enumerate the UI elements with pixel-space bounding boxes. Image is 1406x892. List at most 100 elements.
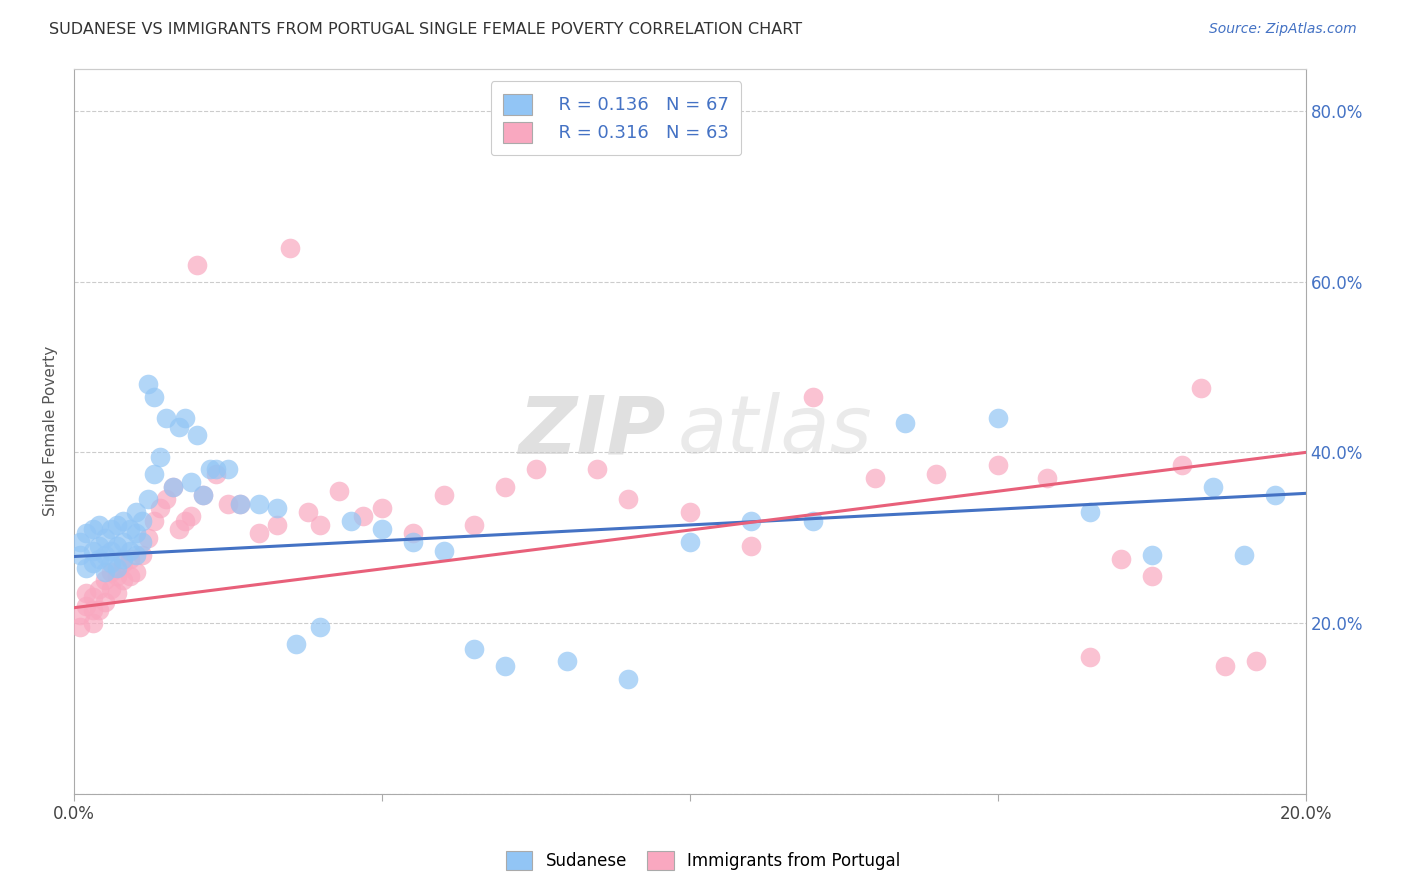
Point [309,620,332,634]
Point [801,390,824,404]
Point [82,591,104,605]
Point [94,531,117,545]
Legend:   R = 0.136   N = 67,   R = 0.316   N = 63: R = 0.136 N = 67, R = 0.316 N = 63 [491,81,741,155]
Point [1264,488,1286,502]
Point [75,526,97,541]
Point [69,548,91,562]
Point [186,428,208,442]
Point [801,514,824,528]
Point [69,535,91,549]
Point [112,557,135,571]
Point [1109,552,1132,566]
Point [217,497,239,511]
Point [217,462,239,476]
Point [247,526,270,541]
Text: SUDANESE VS IMMIGRANTS FROM PORTUGAL SINGLE FEMALE POVERTY CORRELATION CHART: SUDANESE VS IMMIGRANTS FROM PORTUGAL SIN… [49,22,803,37]
Point [925,467,948,481]
Point [162,479,184,493]
Point [229,497,252,511]
Point [371,522,394,536]
Point [432,488,454,502]
Point [863,471,886,485]
Point [124,548,146,562]
Point [94,565,117,579]
Point [1140,569,1163,583]
Point [82,615,104,630]
Point [118,522,141,536]
Point [204,462,226,476]
Point [149,450,172,464]
Point [82,522,104,536]
Point [100,557,122,571]
Point [617,672,640,686]
Point [136,531,159,545]
Point [1036,471,1059,485]
Point [679,535,702,549]
Point [266,500,288,515]
Point [987,411,1010,425]
Point [193,488,215,502]
Point [193,488,215,502]
Point [1189,381,1212,395]
Point [100,582,122,596]
Point [353,509,375,524]
Point [69,620,91,634]
Point [75,599,97,613]
Point [143,390,166,404]
Point [432,543,454,558]
Point [204,467,226,481]
Point [740,514,762,528]
Point [328,483,350,498]
Point [1233,548,1256,562]
Point [162,479,184,493]
Text: Source: ZipAtlas.com: Source: ZipAtlas.com [1209,22,1357,37]
Point [1202,479,1225,493]
Point [100,543,122,558]
Point [463,517,485,532]
Point [75,560,97,574]
Point [94,574,117,588]
Point [1171,458,1194,473]
Point [266,517,288,532]
Point [1246,655,1268,669]
Point [149,500,172,515]
Point [297,505,319,519]
Point [87,582,110,596]
Point [112,574,135,588]
Point [371,500,394,515]
Point [105,586,128,600]
Point [167,522,190,536]
Point [174,514,197,528]
Point [167,420,190,434]
Point [309,517,332,532]
Point [136,492,159,507]
Point [143,514,166,528]
Point [105,517,128,532]
Point [340,514,363,528]
Point [740,539,762,553]
Text: ZIP: ZIP [517,392,665,470]
Legend: Sudanese, Immigrants from Portugal: Sudanese, Immigrants from Portugal [499,844,907,877]
Point [247,497,270,511]
Point [118,543,141,558]
Point [131,535,153,549]
Point [155,411,177,425]
Point [180,475,202,490]
Point [679,505,702,519]
Point [1078,505,1101,519]
Point [105,560,128,574]
Point [131,548,153,562]
Point [1215,658,1237,673]
Point [82,543,104,558]
Point [463,641,485,656]
Point [87,517,110,532]
Point [186,258,208,272]
Point [278,241,301,255]
Point [136,377,159,392]
Point [894,416,917,430]
Text: atlas: atlas [678,392,872,470]
Point [987,458,1010,473]
Point [1140,548,1163,562]
Point [82,603,104,617]
Point [87,539,110,553]
